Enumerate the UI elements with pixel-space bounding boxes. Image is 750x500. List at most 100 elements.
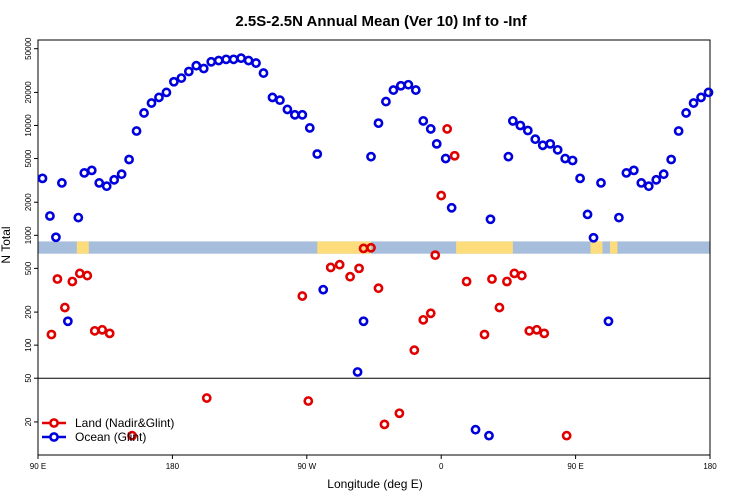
data-point xyxy=(198,63,209,74)
data-point xyxy=(487,274,497,284)
data-point xyxy=(228,54,239,65)
y-tick-label: 50000 xyxy=(24,37,33,60)
data-point xyxy=(696,92,706,103)
data-point xyxy=(394,408,405,419)
x-tick-label: 90 W xyxy=(297,462,316,471)
data-point xyxy=(688,98,699,108)
data-point xyxy=(516,270,527,281)
data-point xyxy=(440,153,451,164)
data-point xyxy=(116,169,127,180)
data-point xyxy=(59,302,70,313)
land-segment xyxy=(609,241,618,254)
data-point xyxy=(352,367,363,377)
data-point xyxy=(614,212,624,223)
data-point xyxy=(530,134,541,145)
data-point xyxy=(213,55,224,66)
y-tick-label: 10000 xyxy=(24,114,33,137)
data-point xyxy=(124,154,134,165)
data-point xyxy=(62,316,73,327)
data-point xyxy=(658,169,669,180)
land-segment xyxy=(76,241,89,254)
data-point xyxy=(588,232,599,243)
data-point xyxy=(183,66,194,77)
data-point xyxy=(297,291,308,301)
data-point xyxy=(418,314,429,325)
data-point xyxy=(354,263,364,274)
data-point xyxy=(567,155,578,166)
data-point xyxy=(334,259,345,270)
data-point xyxy=(73,212,84,223)
data-point xyxy=(345,271,356,282)
legend: Land (Nadir&Glint)Ocean (Glint) xyxy=(42,416,174,444)
data-point xyxy=(304,123,315,133)
data-point xyxy=(522,125,533,136)
data-point xyxy=(651,174,662,185)
data-point xyxy=(366,242,376,253)
data-point xyxy=(539,328,550,339)
data-point xyxy=(86,165,97,176)
data-point xyxy=(303,396,314,406)
data-point xyxy=(67,276,78,287)
data-point xyxy=(366,151,376,162)
x-axis-label: Longitude (deg E) xyxy=(327,477,422,491)
x-axis: 90 E 180 90 W 0 90 E 180 xyxy=(30,455,717,471)
data-point xyxy=(582,209,593,220)
x-tick-label: 180 xyxy=(703,462,717,471)
data-point xyxy=(681,108,692,118)
data-point xyxy=(46,329,57,340)
plot-frame xyxy=(37,39,711,456)
x-tick-label: 180 xyxy=(166,462,180,471)
data-point xyxy=(673,126,684,136)
y-tick-label: 5000 xyxy=(24,149,33,167)
data-point xyxy=(318,284,329,295)
data-point xyxy=(636,178,647,188)
data-point xyxy=(395,80,406,91)
data-point xyxy=(373,118,384,129)
data-point xyxy=(79,168,90,178)
data-point xyxy=(479,329,490,340)
data-point xyxy=(236,53,246,64)
data-point xyxy=(418,116,429,126)
data-point xyxy=(470,424,481,435)
land-segment xyxy=(456,241,513,254)
data-point xyxy=(127,430,137,441)
data-point xyxy=(509,268,520,279)
data-point xyxy=(485,214,496,225)
data-point xyxy=(275,95,285,106)
data-point xyxy=(176,73,187,83)
data-point xyxy=(621,168,632,178)
data-point xyxy=(515,120,526,131)
data-point xyxy=(388,85,399,95)
data-point xyxy=(603,316,614,327)
y-axis-label: N Total xyxy=(0,226,13,263)
data-point xyxy=(596,178,606,188)
data-point xyxy=(131,126,142,136)
data-point xyxy=(494,302,505,313)
data-point xyxy=(430,250,441,261)
series-land xyxy=(46,124,572,441)
data-point xyxy=(109,174,120,185)
data-point xyxy=(104,328,115,339)
data-point xyxy=(258,68,269,78)
data-point xyxy=(251,58,261,68)
series-ocean xyxy=(37,53,714,441)
data-point xyxy=(703,87,714,98)
data-point xyxy=(282,104,293,115)
data-point xyxy=(146,98,157,108)
y-tick-label: 100 xyxy=(24,338,33,352)
data-point xyxy=(289,109,300,120)
data-point xyxy=(52,274,63,284)
data-point xyxy=(56,178,67,188)
data-point xyxy=(37,173,48,184)
y-tick-label: 200 xyxy=(24,305,33,319)
y-tick-label: 50 xyxy=(24,373,33,382)
data-point xyxy=(502,276,512,287)
data-point xyxy=(409,345,420,356)
data-point xyxy=(101,181,112,192)
data-point xyxy=(161,87,172,98)
chart-title: 2.5S-2.5N Annual Mean (Ver 10) Inf to -I… xyxy=(235,13,527,30)
data-point xyxy=(267,92,278,103)
data-point xyxy=(461,276,472,287)
data-point xyxy=(561,430,572,441)
